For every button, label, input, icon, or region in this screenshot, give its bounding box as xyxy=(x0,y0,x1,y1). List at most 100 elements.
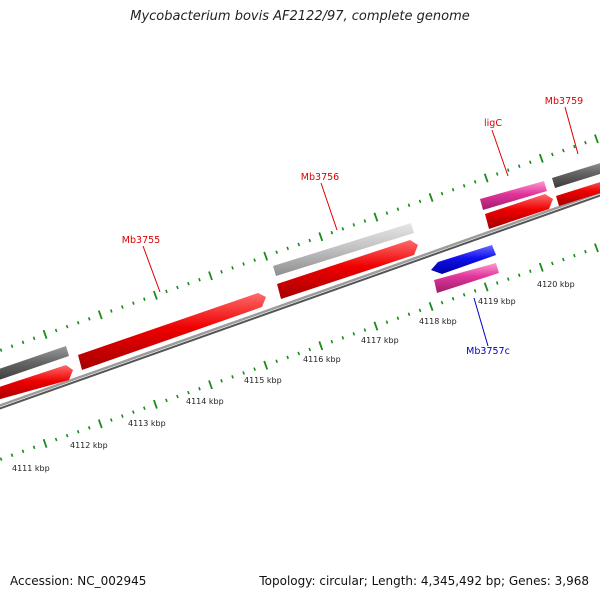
scale-label-4117: 4117 kbp xyxy=(361,336,399,345)
inner-tick xyxy=(54,437,58,442)
scale-label-4118: 4118 kbp xyxy=(419,317,457,326)
gene-label-mb3759[interactable]: Mb3759 xyxy=(545,96,583,107)
scale-label-4114: 4114 kbp xyxy=(186,397,224,406)
outer-tick xyxy=(275,250,278,255)
inner-tick xyxy=(418,308,422,313)
outer-tick xyxy=(573,144,576,149)
inner-tick xyxy=(451,296,455,301)
pseudogene-ligc[interactable] xyxy=(480,181,547,210)
gene-label-mb3756[interactable]: Mb3756 xyxy=(301,172,339,183)
outer-tick xyxy=(176,285,179,290)
outer-tick xyxy=(363,219,367,223)
outer-tick xyxy=(42,329,48,339)
inner-tick xyxy=(440,300,444,305)
gene-left-partial[interactable] xyxy=(0,365,73,401)
outer-tick xyxy=(385,211,389,215)
feature-dark-mb3759[interactable] xyxy=(552,160,600,188)
scale-label-4111: 4111 kbp xyxy=(12,464,50,473)
inner-tick xyxy=(0,457,3,461)
outer-tick xyxy=(473,180,477,184)
outer-tick xyxy=(418,199,422,204)
scale-label-4112: 4112 kbp xyxy=(70,441,108,450)
inner-tick xyxy=(562,257,565,262)
inner-tick xyxy=(32,445,36,450)
outer-tick xyxy=(143,297,146,301)
outer-tick xyxy=(198,277,201,282)
scale-label-4115: 4115 kbp xyxy=(244,376,282,385)
inner-tick xyxy=(253,367,256,371)
outer-tick xyxy=(87,317,91,321)
inner-tick xyxy=(97,419,103,429)
outer-tick xyxy=(529,160,532,165)
feature-dark-left[interactable] xyxy=(0,346,69,382)
inner-tick xyxy=(551,261,554,266)
inner-tick xyxy=(21,449,25,454)
outer-tick xyxy=(495,172,499,176)
pseudogene-mb3757c[interactable] xyxy=(434,263,499,293)
outer-tick xyxy=(483,173,489,183)
outer-tick xyxy=(428,192,434,203)
inner-tick xyxy=(330,339,334,344)
inner-tick xyxy=(132,410,135,414)
inner-tick xyxy=(176,394,179,399)
inner-tick xyxy=(87,426,91,430)
inner-tick xyxy=(231,375,234,379)
outer-tick xyxy=(263,251,269,261)
inner-tick xyxy=(352,332,356,336)
outer-tick xyxy=(21,340,25,345)
inner-tick xyxy=(407,312,411,317)
inner-tick xyxy=(495,281,499,285)
inner-tick xyxy=(373,321,379,331)
inner-tick xyxy=(286,355,289,360)
feature-gray-mb3756[interactable] xyxy=(273,223,414,276)
outer-tick xyxy=(308,238,312,243)
outer-tick xyxy=(538,153,544,163)
outer-tick xyxy=(451,187,455,192)
gene-mb3759[interactable] xyxy=(556,179,600,206)
gene-mb3757c[interactable] xyxy=(431,245,496,274)
gene-mb3756[interactable] xyxy=(277,240,418,299)
accession-label: Accession: NC_002945 xyxy=(10,574,147,588)
inner-tick xyxy=(275,359,278,364)
inner-tick xyxy=(153,399,158,409)
inner-tick xyxy=(529,269,532,274)
outer-tick xyxy=(132,301,135,305)
outer-tick xyxy=(165,289,168,294)
inner-tick xyxy=(10,453,14,457)
outer-tick xyxy=(231,266,234,270)
outer-tick xyxy=(407,203,411,208)
inner-tick xyxy=(584,249,587,254)
inner-tick xyxy=(473,289,477,293)
gene-mb3755[interactable] xyxy=(78,293,266,370)
gene-ligc[interactable] xyxy=(485,194,553,229)
inner-tick xyxy=(428,301,434,312)
outer-tick xyxy=(462,184,466,188)
outer-tick xyxy=(594,134,599,144)
backbone-upper xyxy=(0,191,600,407)
scale-label-4116: 4116 kbp xyxy=(303,355,341,364)
scale-label-4119: 4119 kbp xyxy=(478,297,516,306)
scale-labels: 4111 kbp 4112 kbp 4113 kbp 4114 kbp 4115… xyxy=(12,280,575,473)
outer-tick xyxy=(253,258,256,262)
outer-tick xyxy=(318,232,324,242)
gene-label-ligc[interactable]: ligC xyxy=(484,118,502,129)
inner-tick xyxy=(396,316,400,320)
gene-label-mb3757c[interactable]: Mb3757c xyxy=(466,346,510,357)
outer-tick xyxy=(440,191,444,196)
outer-tick xyxy=(352,223,356,227)
outer-tick xyxy=(110,309,113,313)
outer-tick xyxy=(242,262,245,266)
gene-label-ligc-group: ligC xyxy=(484,118,509,177)
outer-tick xyxy=(65,324,69,329)
gene-label-mb3755[interactable]: Mb3755 xyxy=(122,235,160,246)
outer-tick xyxy=(32,336,36,341)
map-title: Mycobacterium bovis AF2122/97, complete … xyxy=(130,9,470,24)
inner-tick xyxy=(462,293,466,297)
outer-tick xyxy=(551,152,554,157)
outer-tick xyxy=(517,164,521,168)
outer-tick xyxy=(297,242,301,247)
inner-tick xyxy=(483,282,489,292)
outer-tick xyxy=(0,348,3,352)
